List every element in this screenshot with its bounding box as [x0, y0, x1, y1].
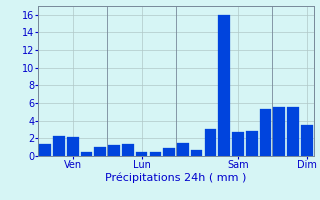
Bar — [246, 131, 258, 156]
Bar — [122, 144, 134, 156]
Bar — [232, 132, 244, 156]
Bar — [218, 15, 230, 156]
Bar — [287, 107, 299, 156]
Bar — [301, 125, 313, 156]
X-axis label: Précipitations 24h ( mm ): Précipitations 24h ( mm ) — [105, 173, 247, 183]
Bar — [39, 144, 51, 156]
Bar — [260, 109, 271, 156]
Bar — [53, 136, 65, 156]
Bar — [108, 145, 120, 156]
Bar — [94, 147, 106, 156]
Bar — [273, 107, 285, 156]
Bar — [81, 152, 92, 156]
Bar — [177, 143, 189, 156]
Bar — [136, 152, 148, 156]
Bar — [149, 152, 161, 156]
Bar — [67, 137, 79, 156]
Bar — [163, 148, 175, 156]
Bar — [191, 150, 203, 156]
Bar — [204, 129, 216, 156]
